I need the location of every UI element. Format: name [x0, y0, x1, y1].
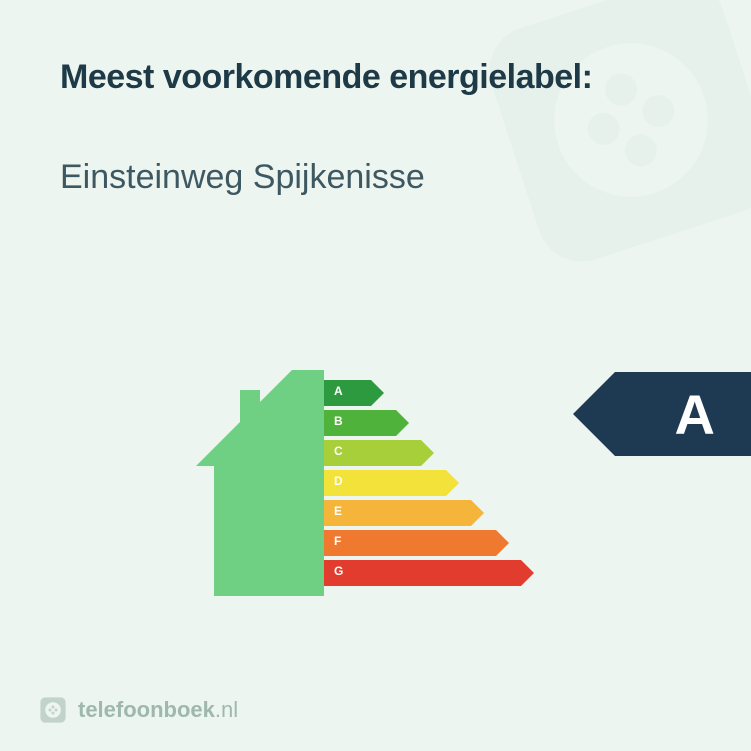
- bar-shape: [324, 470, 459, 496]
- bar-letter: E: [334, 504, 342, 518]
- bar-shape: [324, 530, 509, 556]
- result-badge: A: [615, 372, 751, 456]
- bar-letter: F: [334, 534, 341, 548]
- brand-name-light: .nl: [215, 697, 238, 722]
- bar-shape: [324, 560, 534, 586]
- result-label: A: [675, 382, 715, 447]
- bar-letter: A: [334, 384, 343, 398]
- page-title: Meest voorkomende energielabel:: [60, 58, 592, 97]
- house-icon: [196, 370, 324, 596]
- brand-footer: telefoonboek.nl: [38, 695, 238, 725]
- bar-shape: [324, 380, 384, 406]
- energy-label-chart: A B C D E F G: [196, 370, 536, 610]
- brand-name-bold: telefoonboek: [78, 697, 215, 722]
- bar-letter: D: [334, 474, 343, 488]
- brand-name: telefoonboek.nl: [78, 697, 238, 723]
- bar-letter: C: [334, 444, 343, 458]
- phonebook-icon: [38, 695, 68, 725]
- bar-shape: [324, 500, 484, 526]
- bar-letter: G: [334, 564, 343, 578]
- location-name: Einsteinweg Spijkenisse: [60, 158, 425, 197]
- bar-letter: B: [334, 414, 343, 428]
- brand-watermark: [429, 0, 751, 322]
